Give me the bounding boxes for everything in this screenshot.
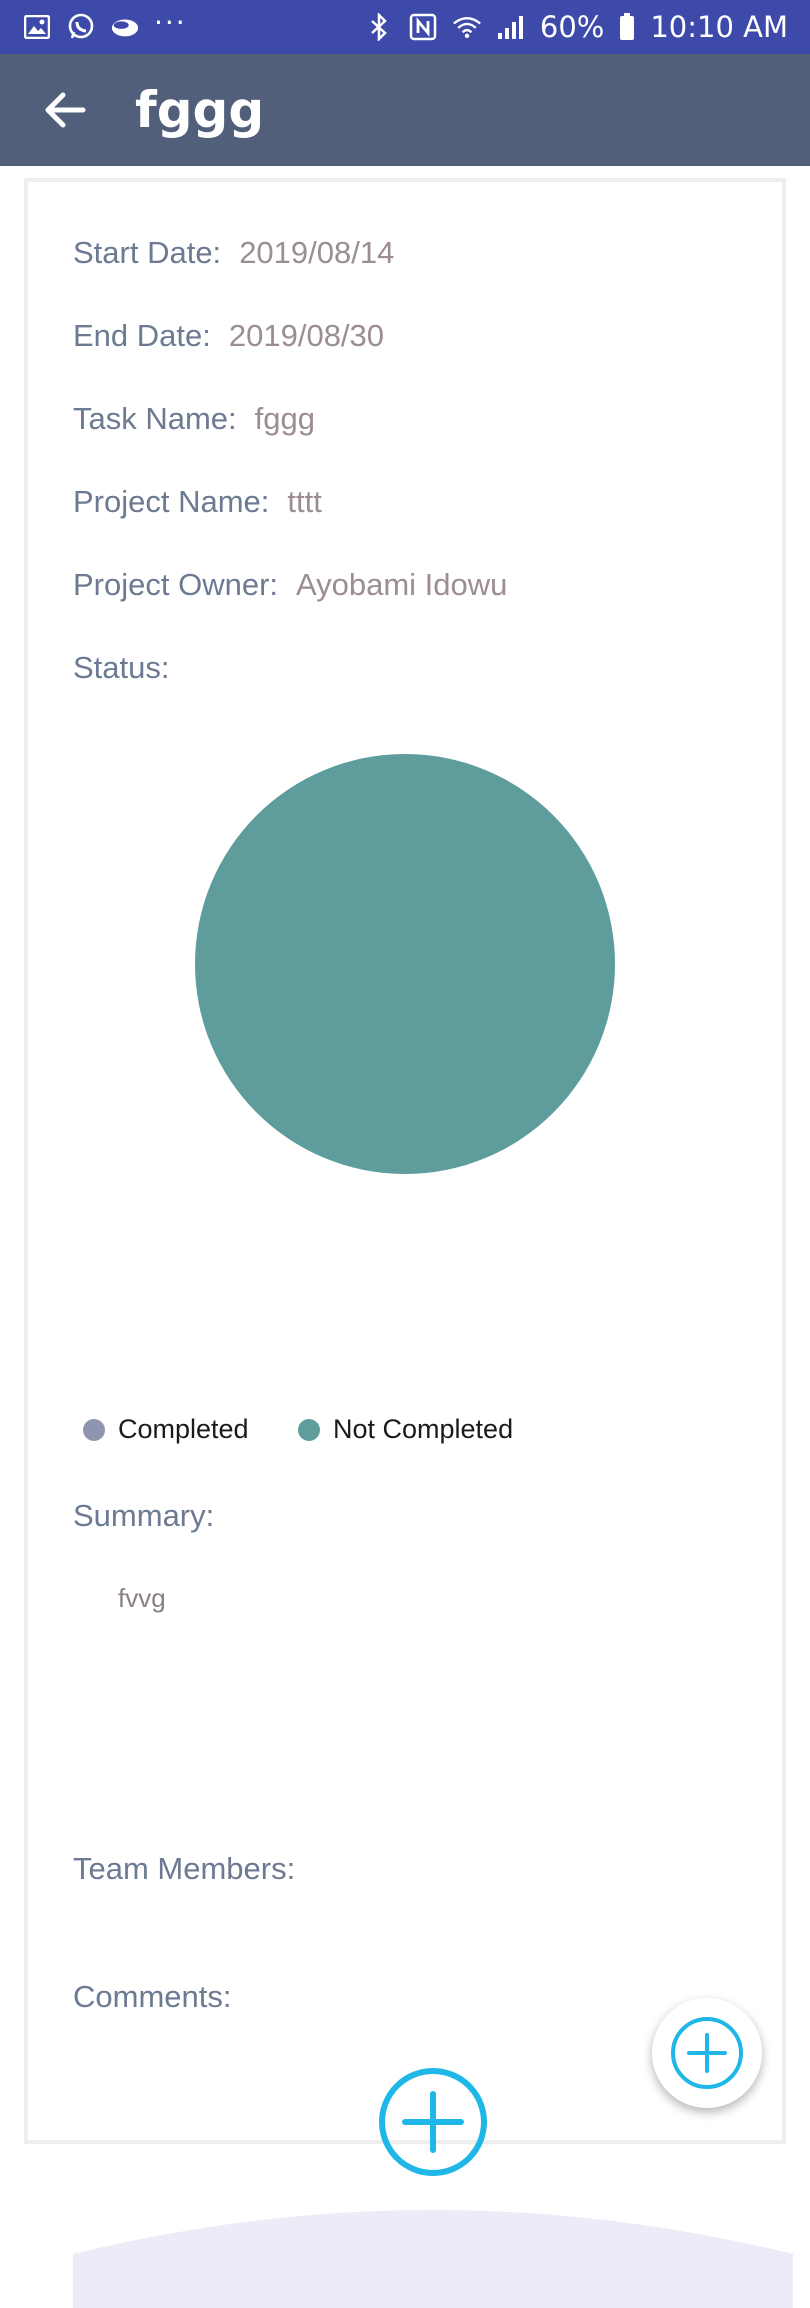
end-date-value: 2019/08/30 xyxy=(228,318,385,353)
project-name-label: Project Name: xyxy=(73,484,270,519)
task-name-label: Task Name: xyxy=(73,401,237,436)
gallery-icon xyxy=(22,12,52,42)
app-bar: fggg xyxy=(0,54,810,166)
floating-add-button[interactable] xyxy=(652,1998,762,2108)
legend-label-not-completed: Not Completed xyxy=(333,1414,514,1444)
legend-swatch-not-completed xyxy=(298,1418,320,1441)
page-title: fggg xyxy=(135,81,265,139)
more-dots-icon: ··· xyxy=(154,6,187,39)
status-bar: ··· xyxy=(0,0,810,54)
end-date-row: End Date: 2019/08/30 xyxy=(73,318,384,354)
add-comment-button[interactable] xyxy=(377,2066,489,2178)
clock: 10:10 AM xyxy=(650,10,788,44)
signal-icon xyxy=(496,12,526,42)
task-name-row: Task Name: fggg xyxy=(73,401,315,437)
summary-text: fvvg xyxy=(118,1583,166,1613)
legend-label-completed: Completed xyxy=(118,1414,249,1444)
back-arrow-icon xyxy=(45,92,86,128)
status-pie-chart xyxy=(195,754,615,1174)
pie-slice-not-completed xyxy=(195,754,615,1174)
legend-item-not-completed: Not Completed xyxy=(298,1414,513,1445)
task-name-value: fggg xyxy=(254,401,316,436)
team-members-label: Team Members: xyxy=(73,1851,296,1886)
status-label: Status: xyxy=(73,650,170,685)
status-label-row: Status: xyxy=(73,650,170,686)
bluetooth-icon xyxy=(364,12,394,42)
legend-item-completed: Completed xyxy=(83,1414,249,1445)
project-owner-value: Ayobami Idowu xyxy=(296,567,508,602)
task-detail-card: Start Date: 2019/08/14 End Date: 2019/08/3… xyxy=(24,178,793,2308)
start-date-row: Start Date: 2019/08/14 xyxy=(73,235,394,271)
battery-percent: 60% xyxy=(539,10,605,44)
team-members-label-row: Team Members: xyxy=(73,1851,295,1887)
project-owner-row: Project Owner: Ayobami Idowu xyxy=(73,567,507,603)
project-name-row: Project Name: tttt xyxy=(73,484,322,520)
plus-circle-icon xyxy=(671,2017,743,2089)
plus-circle-icon xyxy=(379,2068,487,2176)
nfc-icon xyxy=(408,12,438,42)
back-button[interactable] xyxy=(30,75,100,145)
wifi-icon xyxy=(452,12,482,42)
comments-label-row: Comments: xyxy=(73,1979,231,2015)
project-name-value: tttt xyxy=(287,484,322,519)
battery-icon xyxy=(618,12,636,42)
start-date-label: Start Date: xyxy=(73,235,222,270)
comment-input-panel xyxy=(73,2210,793,2308)
summary-label-row: Summary: xyxy=(73,1498,214,1534)
cloud-icon xyxy=(110,12,140,42)
whatsapp-icon xyxy=(66,12,96,42)
status-bar-left: ··· xyxy=(22,6,187,42)
start-date-value: 2019/08/14 xyxy=(239,235,395,270)
legend-swatch-completed xyxy=(83,1418,105,1441)
summary-label: Summary: xyxy=(73,1498,215,1533)
comments-label: Comments: xyxy=(73,1979,232,2014)
end-date-label: End Date: xyxy=(73,318,211,353)
project-owner-label: Project Owner: xyxy=(73,567,279,602)
status-bar-right: 60% 10:10 AM xyxy=(364,10,788,44)
